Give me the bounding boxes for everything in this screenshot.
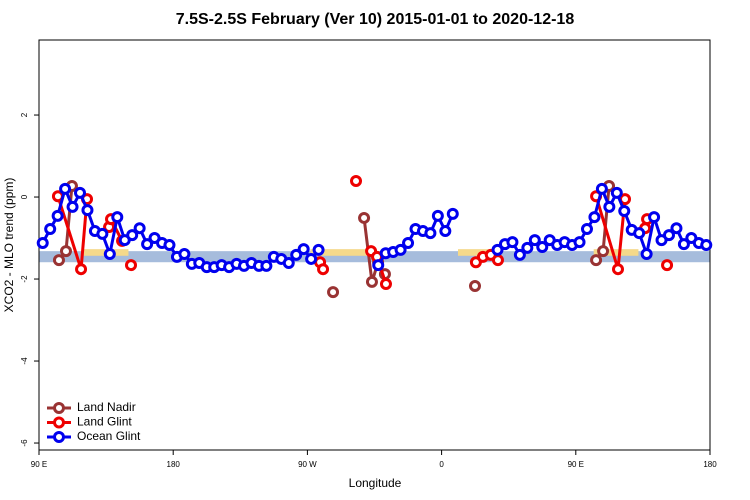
legend-marker — [53, 402, 65, 414]
land-region — [310, 249, 376, 256]
data-point — [358, 211, 371, 224]
data-point — [163, 239, 176, 251]
data-point — [573, 236, 586, 249]
x-tick-label: 180 — [167, 460, 181, 469]
data-point — [111, 211, 124, 224]
y-tick-label: 0 — [20, 194, 29, 199]
data-point — [661, 259, 674, 272]
data-point — [491, 243, 504, 256]
data-point — [424, 227, 437, 240]
x-tick-label: 180 — [703, 460, 717, 469]
data-point — [312, 243, 325, 256]
data-point — [59, 182, 72, 195]
legend-label: Ocean Glint — [77, 429, 141, 443]
data-point — [588, 211, 601, 224]
land-region — [458, 249, 499, 256]
data-point — [365, 275, 378, 288]
data-point — [580, 223, 593, 236]
data-point — [648, 211, 661, 224]
y-tick-label: 2 — [20, 112, 29, 117]
data-point — [51, 209, 64, 222]
data-point — [402, 236, 415, 249]
data-point — [513, 248, 526, 261]
data-point — [44, 223, 57, 236]
data-point — [611, 263, 624, 276]
data-point — [297, 243, 310, 256]
x-tick-label: 90 E — [31, 460, 47, 469]
data-point — [394, 243, 407, 256]
data-point — [74, 186, 87, 199]
x-tick-label: 90 W — [298, 460, 317, 469]
y-tick-label: -4 — [20, 357, 29, 365]
data-point — [290, 248, 303, 261]
data-point — [141, 238, 154, 251]
data-point — [59, 245, 72, 258]
data-point — [260, 259, 273, 272]
data-point — [125, 259, 138, 272]
data-point — [469, 280, 482, 292]
data-point — [590, 254, 603, 267]
land-region — [593, 249, 639, 256]
data-point — [595, 182, 608, 195]
data-point — [610, 186, 623, 199]
data-point — [350, 175, 363, 188]
data-point — [178, 248, 191, 261]
data-point — [75, 263, 88, 276]
data-point — [521, 241, 534, 254]
y-axis-label: XCO2 - MLO trend (ppm) — [2, 178, 16, 313]
data-point — [133, 222, 146, 235]
data-point — [126, 229, 139, 242]
data-point — [81, 204, 94, 217]
data-point — [446, 207, 459, 220]
data-point — [677, 238, 690, 251]
legend-label: Land Nadir — [77, 400, 136, 414]
data-point — [52, 254, 65, 267]
y-tick-label: -6 — [20, 439, 29, 447]
data-point — [491, 254, 504, 267]
data-point — [662, 229, 675, 242]
y-tick-label: -2 — [20, 275, 29, 283]
data-point — [618, 204, 631, 217]
data-point — [431, 209, 444, 222]
data-point — [66, 200, 79, 213]
data-point — [96, 227, 109, 240]
x-tick-label: 0 — [439, 460, 444, 469]
data-point — [506, 236, 519, 249]
data-point — [36, 236, 49, 249]
data-point — [103, 248, 116, 261]
data-point — [327, 286, 340, 299]
data-point — [317, 263, 330, 276]
data-point — [633, 227, 646, 240]
legend-marker — [53, 416, 65, 429]
legend-label: Land Glint — [77, 415, 132, 429]
data-point — [379, 277, 392, 290]
data-point — [670, 222, 683, 235]
chart-title: 7.5S-2.5S February (Ver 10) 2015-01-01 t… — [176, 11, 575, 28]
data-point — [700, 239, 713, 251]
data-point — [603, 200, 616, 213]
data-point — [597, 245, 610, 258]
data-point — [536, 241, 549, 254]
data-point — [282, 257, 295, 270]
data-point — [528, 234, 541, 247]
data-point — [640, 248, 653, 261]
data-point — [439, 225, 452, 238]
x-tick-label: 90 E — [568, 460, 584, 469]
data-point — [372, 259, 385, 272]
x-axis-label: Longitude — [349, 476, 402, 490]
data-point — [305, 252, 318, 265]
legend-marker — [53, 431, 65, 443]
